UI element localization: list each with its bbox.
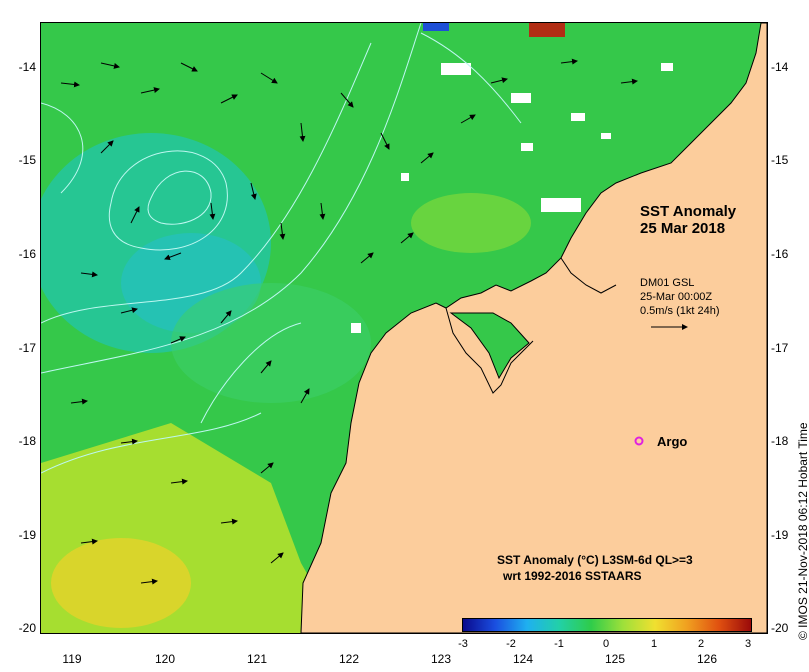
- argo-label: Argo: [657, 434, 688, 449]
- lon-tick: 119: [62, 652, 82, 666]
- colorbar-tick: -3: [458, 638, 468, 650]
- lat-tick: -15: [18, 153, 36, 167]
- vector-info: DM01 GSL 25-Mar 00:00Z 0.5m/s (1kt 24h): [640, 276, 719, 318]
- lat-tick: -18: [771, 434, 789, 448]
- credit-text: © IMOS 21-Nov-2018 06:12 Hobart Time: [796, 422, 809, 640]
- lat-tick: -20: [771, 621, 789, 635]
- inlet-water: [449, 312, 530, 380]
- shelf-anomaly: [411, 193, 531, 253]
- lon-tick: 126: [696, 652, 718, 666]
- colorbar-tick: -1: [554, 638, 564, 650]
- lon-tick: 123: [430, 652, 452, 666]
- cold-anomaly-patch: [423, 23, 449, 31]
- lat-tick: -20: [18, 621, 36, 635]
- contour-lines: [41, 23, 522, 474]
- coastline-detail: [445, 257, 617, 394]
- land-mass: [300, 23, 767, 633]
- colorbar-title-1: SST Anomaly (°C) L3SM-6d QL>=3: [497, 553, 693, 567]
- lon-tick: 124: [512, 652, 534, 666]
- lon-tick: 125: [604, 652, 626, 666]
- lon-tick: 122: [338, 652, 360, 666]
- colorbar-tick: 3: [744, 638, 752, 650]
- lat-tick: -19: [771, 528, 789, 542]
- colorbar-tick: 1: [650, 638, 658, 650]
- mid-anomaly-region: [171, 283, 371, 403]
- hot-anomaly-patch: [529, 23, 565, 37]
- map-title: SST Anomaly 25 Mar 2018: [640, 203, 736, 237]
- warm-anomaly-core: [51, 538, 191, 628]
- vector-source: DM01 GSL: [640, 277, 695, 289]
- lon-tick: 121: [246, 652, 268, 666]
- lat-tick: -16: [771, 247, 789, 261]
- colorbar-tick: 0: [602, 638, 610, 650]
- map-svg: [41, 23, 767, 633]
- lon-tick: 120: [154, 652, 176, 666]
- current-vectors: [60, 58, 638, 585]
- vector-scale-label: 0.5m/s (1kt 24h): [640, 305, 720, 317]
- title-line-2: 25 Mar 2018: [640, 220, 726, 237]
- lat-tick: -14: [771, 60, 789, 74]
- argo-float-marker[interactable]: [634, 436, 644, 446]
- map-area[interactable]: [40, 22, 768, 634]
- lat-tick: -15: [771, 153, 789, 167]
- colorbar-title-2: wrt 1992-2016 SSTAARS: [503, 569, 642, 583]
- colorbar-tick: -2: [506, 638, 516, 650]
- lat-tick: -17: [771, 341, 789, 355]
- vector-time: 25-Mar 00:00Z: [640, 291, 713, 303]
- lat-tick: -16: [18, 247, 36, 261]
- colorbar-tick: 2: [697, 638, 705, 650]
- lat-tick: -18: [18, 434, 36, 448]
- lat-tick: -19: [18, 528, 36, 542]
- lat-tick: -14: [18, 60, 36, 74]
- colorbar: [462, 618, 752, 632]
- title-line-1: SST Anomaly: [640, 203, 737, 220]
- no-data-pixels: [351, 63, 673, 333]
- lat-tick: -17: [18, 341, 36, 355]
